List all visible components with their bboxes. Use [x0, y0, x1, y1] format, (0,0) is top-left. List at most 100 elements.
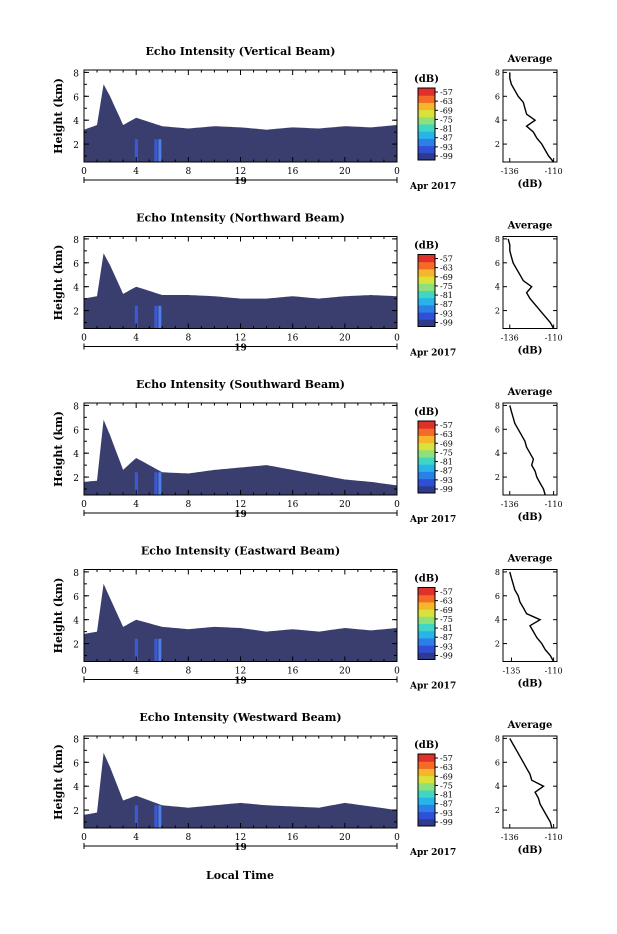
x-tick-label: 4: [133, 833, 139, 843]
panel-title: Echo Intensity (Westward Beam): [139, 711, 341, 724]
colorbar-frame: [417, 587, 436, 660]
day-label: 19: [234, 677, 247, 687]
x-tick-label: 0: [81, 833, 87, 843]
average-y-tick-label: 8: [495, 401, 500, 410]
average-x-tick-label: -136: [501, 167, 519, 176]
colorbar-tick-label: -87: [440, 300, 453, 309]
date-label: Apr 2017: [409, 349, 456, 359]
average-y-tick-label: 8: [495, 734, 500, 743]
y-tick-label: 6: [73, 593, 79, 603]
y-tick-label: 6: [73, 260, 79, 270]
colorbar-swatch: [418, 254, 435, 263]
echo-streak: [158, 638, 162, 662]
colorbar-swatch: [418, 818, 435, 827]
colorbar-swatch: [418, 761, 435, 769]
echo-streak: [154, 472, 158, 495]
x-tick-label: 16: [287, 667, 299, 677]
average-profile-line: [509, 72, 555, 163]
x-tick-label: 0: [394, 833, 400, 843]
average-y-tick-label: 6: [495, 259, 500, 268]
average-y-tick-label: 4: [495, 782, 500, 791]
x-tick-label: 4: [133, 167, 139, 177]
day-label: 19: [234, 510, 247, 520]
x-tick-label: 4: [133, 500, 139, 510]
date-label: Apr 2017: [409, 515, 456, 525]
average-x-tick-label: -110: [545, 667, 563, 676]
colorbar-swatch: [418, 268, 435, 277]
colorbar-frame: [417, 87, 436, 161]
colorbar-swatch: [418, 478, 435, 487]
colorbar-swatch: [418, 630, 435, 639]
colorbar-swatch: [418, 449, 435, 458]
colorbar-tick-label: -69: [440, 273, 453, 282]
y-tick-label: 2: [73, 141, 79, 151]
x-tick-label: 20: [339, 667, 351, 677]
average-title: Average: [507, 387, 553, 398]
colorbar-tick-label: -93: [440, 476, 453, 485]
x-tick-label: 4: [133, 667, 139, 677]
average-y-tick-label: 8: [495, 568, 500, 577]
y-tick-label: 8: [73, 402, 79, 412]
y-tick-label: 6: [73, 426, 79, 436]
x-tick-label: 8: [185, 500, 191, 510]
colorbar-tick-label: -57: [440, 421, 453, 430]
colorbar-swatch: [418, 442, 435, 451]
y-axis-label: Height (km): [52, 578, 65, 654]
colorbar-swatch: [418, 421, 435, 429]
x-tick-label: 0: [394, 167, 400, 177]
colorbar-swatch: [418, 471, 435, 480]
date-label: Apr 2017: [409, 682, 456, 692]
average-y-tick-label: 6: [495, 758, 500, 767]
colorbar-tick-label: -93: [440, 309, 453, 318]
average-y-tick-label: 4: [495, 449, 500, 458]
colorbar-swatch: [418, 652, 435, 660]
colorbar-tick-label: -99: [440, 152, 453, 161]
colorbar-swatch: [418, 297, 435, 306]
colorbar-tick-label: -57: [440, 88, 453, 97]
average-y-tick-label: 4: [495, 116, 500, 125]
colorbar-swatch: [418, 587, 435, 596]
echo-streak: [134, 472, 138, 495]
echo-region: [84, 583, 397, 662]
average-x-tick-label: -110: [545, 833, 563, 842]
colorbar-swatch: [418, 464, 435, 472]
y-tick-label: 8: [73, 236, 79, 246]
colorbar-swatch: [418, 435, 435, 444]
y-tick-label: 4: [73, 783, 79, 793]
colorbar-tick-label: -99: [440, 818, 453, 827]
colorbar-swatch: [418, 811, 435, 820]
average-title: Average: [507, 720, 553, 731]
colorbar-tick-label: -99: [440, 652, 453, 661]
y-tick-label: 2: [73, 474, 79, 484]
average-x-tick-label: -136: [501, 500, 519, 509]
echo-streak: [154, 305, 158, 329]
x-tick-label: 0: [81, 500, 87, 510]
colorbar-tick-label: -75: [440, 282, 453, 291]
colorbar-swatch: [418, 485, 435, 494]
colorbar-swatch: [418, 804, 435, 813]
average-x-label: (dB): [518, 679, 543, 690]
x-tick-label: 8: [185, 833, 191, 843]
colorbar-swatch: [418, 319, 435, 327]
echo-region: [84, 752, 397, 828]
colorbar-swatch: [418, 102, 435, 111]
colorbar-tick-label: -75: [440, 115, 453, 124]
echo-streak: [158, 805, 162, 828]
average-profile-line: [509, 738, 553, 829]
colorbar-swatch: [418, 131, 435, 139]
average-title: Average: [507, 221, 553, 232]
average-y-tick-label: 6: [495, 92, 500, 101]
echo-region: [84, 253, 397, 329]
x-tick-label: 0: [394, 500, 400, 510]
colorbar-frame: [417, 420, 436, 494]
colorbar-unit: (dB): [414, 407, 439, 418]
echo-streak: [158, 305, 162, 329]
x-tick-label: 8: [185, 334, 191, 344]
colorbar-tick-label: -69: [440, 439, 453, 448]
average-y-tick-label: 4: [495, 283, 500, 292]
colorbar-tick-label: -81: [440, 291, 453, 300]
